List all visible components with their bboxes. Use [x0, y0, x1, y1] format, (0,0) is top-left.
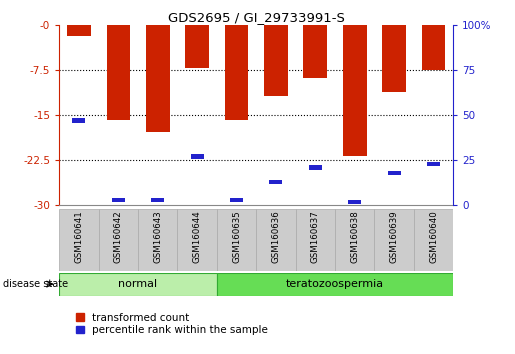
Bar	[191, 154, 203, 159]
Bar	[343, 25, 367, 156]
Bar	[374, 209, 414, 271]
Bar	[427, 162, 440, 166]
Text: GSM160638: GSM160638	[350, 211, 359, 263]
Text: GSM160644: GSM160644	[193, 211, 201, 263]
Title: GDS2695 / GI_29733991-S: GDS2695 / GI_29733991-S	[168, 11, 345, 24]
Text: disease state: disease state	[3, 279, 67, 289]
Text: GSM160637: GSM160637	[311, 211, 320, 263]
Text: teratozoospermia: teratozoospermia	[286, 279, 384, 289]
Bar	[388, 171, 401, 175]
Bar	[256, 209, 296, 271]
Bar	[185, 25, 209, 68]
Bar	[422, 25, 445, 70]
Bar	[335, 209, 374, 271]
Text: GSM160636: GSM160636	[271, 211, 280, 263]
Bar	[112, 198, 125, 202]
Bar	[303, 25, 327, 78]
Text: GSM160640: GSM160640	[429, 211, 438, 263]
Bar	[225, 25, 248, 120]
Bar	[59, 209, 99, 271]
Bar	[146, 25, 169, 132]
Bar	[230, 198, 243, 202]
Bar	[138, 209, 177, 271]
Text: GSM160641: GSM160641	[75, 211, 83, 263]
Text: GSM160639: GSM160639	[390, 211, 399, 263]
Bar	[73, 118, 85, 122]
Text: normal: normal	[118, 279, 158, 289]
Legend: transformed count, percentile rank within the sample: transformed count, percentile rank withi…	[75, 312, 269, 336]
Bar	[217, 273, 453, 296]
Text: GSM160643: GSM160643	[153, 211, 162, 263]
Bar	[177, 209, 217, 271]
Bar	[107, 25, 130, 120]
Bar	[414, 209, 453, 271]
Bar	[348, 200, 361, 204]
Bar	[151, 198, 164, 202]
Bar	[382, 25, 406, 92]
Bar	[99, 209, 138, 271]
Bar	[217, 209, 256, 271]
Bar	[59, 273, 217, 296]
Bar	[67, 25, 91, 36]
Bar	[269, 180, 282, 184]
Text: GSM160642: GSM160642	[114, 211, 123, 263]
Bar	[296, 209, 335, 271]
Bar	[309, 165, 322, 170]
Bar	[264, 25, 288, 96]
Text: GSM160635: GSM160635	[232, 211, 241, 263]
